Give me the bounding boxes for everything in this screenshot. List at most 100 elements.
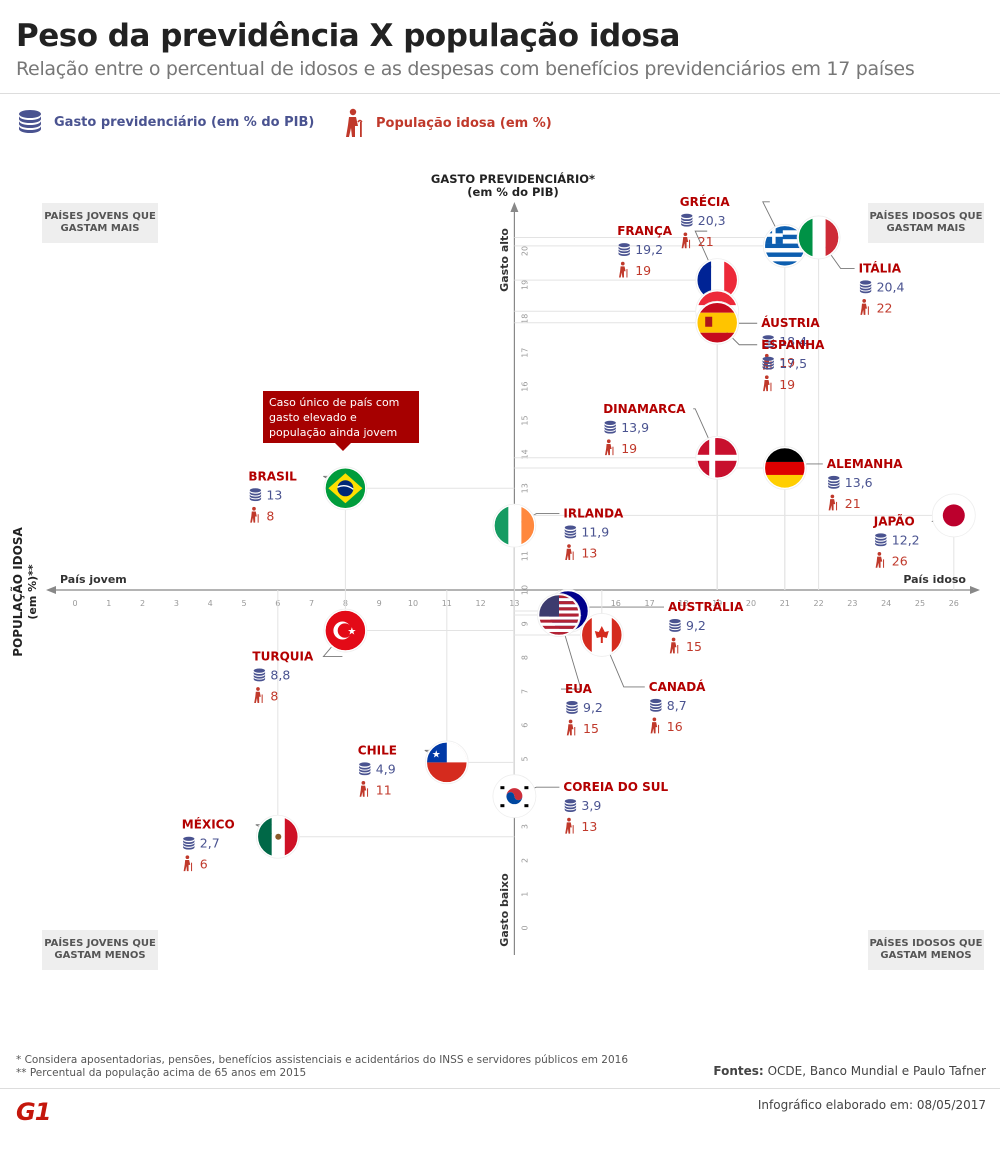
- coins-stack-icon: [249, 488, 262, 502]
- credit: Infográfico elaborado em: 08/05/2017: [757, 1098, 986, 1112]
- flag-part: [798, 217, 813, 258]
- x-tick-label: 22: [814, 599, 824, 608]
- flag-part: [506, 792, 523, 805]
- y-tick-label: 10: [520, 585, 529, 595]
- spend-value: 13,6: [845, 475, 873, 490]
- x-tick-label: 18: [678, 599, 688, 608]
- flag-part: [284, 816, 298, 857]
- country-name: AUSTRÁLIA: [668, 599, 744, 614]
- elderly-person-icon: [565, 544, 574, 560]
- elderly-person-icon: [565, 817, 574, 834]
- country-label-group: BRASIL 13 8: [248, 469, 297, 523]
- y-tick-label: 19: [520, 280, 529, 290]
- country-name: ESPANHA: [761, 338, 825, 352]
- country-label-group: CHILE 4,9 11: [358, 743, 397, 797]
- x-tick-label: 5: [241, 599, 246, 608]
- x-axis-arrow-right: [970, 586, 980, 594]
- brazil-flag: [323, 466, 368, 511]
- flag-part: [494, 505, 509, 546]
- country-label-group: IRLANDA 11,9 13: [563, 507, 624, 561]
- country-label-group: GRÉCIA 20,3 21: [680, 194, 731, 249]
- country-name: IRLANDA: [563, 507, 624, 521]
- x-tick-label: 16: [611, 599, 621, 608]
- spend-value: 20,3: [698, 213, 726, 228]
- flag-ring: [256, 815, 300, 858]
- flag-part: [500, 786, 505, 790]
- x-tick-label: 4: [208, 599, 213, 608]
- country-label-group: FRANÇA 19,2 19: [617, 224, 673, 278]
- elderly-person-icon: [346, 108, 363, 137]
- x-tick-label: 20: [746, 599, 756, 608]
- flag-part: [524, 804, 529, 808]
- flag-shadow: [537, 593, 581, 637]
- flag-part: [772, 225, 776, 244]
- flag-clip: [697, 302, 738, 343]
- footer-divider: [0, 1088, 1000, 1089]
- flag-part: [539, 595, 559, 617]
- flag-shadow: [424, 740, 469, 785]
- flag-shadow: [323, 466, 368, 511]
- usa-flag: [537, 593, 581, 637]
- japan-flag: [931, 493, 976, 538]
- spend-value: 11,9: [581, 525, 609, 540]
- flag-part: [581, 614, 592, 655]
- spend-value: 13: [266, 487, 282, 502]
- mexico-flag: [255, 814, 300, 859]
- flag-clip: [325, 468, 366, 509]
- coins-stack-icon: [183, 836, 195, 850]
- elderly-value: 15: [686, 639, 702, 654]
- flag-shadow: [255, 814, 300, 859]
- spend-value: 9,2: [583, 700, 603, 715]
- flag-ring: [537, 593, 581, 637]
- quadrant-bottom-left: PAÍSES JOVENS QUE GASTAM MENOS: [42, 930, 158, 970]
- country-name: COREIA DO SUL: [563, 780, 668, 794]
- y-tick-label: 1: [520, 892, 529, 897]
- flag-part: [257, 816, 272, 857]
- flag-clip: ★: [426, 742, 467, 783]
- x-tick-label: 2: [140, 599, 145, 608]
- footnote-1: * Considera aposentadorias, pensões, ben…: [16, 1054, 629, 1066]
- flag-part: [764, 256, 805, 262]
- flag-part: [812, 217, 826, 258]
- flag-part: [764, 248, 805, 253]
- y-tick-label: 20: [520, 246, 529, 256]
- flag-part: [724, 260, 738, 301]
- flag-part: [539, 616, 579, 620]
- elderly-value: 21: [845, 496, 861, 511]
- flag-part: [539, 622, 579, 626]
- country-name: CHILE: [358, 743, 397, 757]
- flag-shadow: [762, 446, 807, 490]
- flag-ring: [580, 613, 624, 657]
- page-subtitle: Relação entre o percentual de idosos e a…: [16, 58, 915, 80]
- flag-part: [508, 505, 522, 546]
- flag-part: [521, 505, 535, 546]
- flag-shadow: [695, 300, 740, 345]
- flag-part: [705, 316, 713, 327]
- flag-shadow: [579, 613, 624, 657]
- x-tick-label: 24: [881, 599, 891, 608]
- y-tick-label: 9: [520, 621, 529, 626]
- country-name: JAPÃO: [873, 513, 915, 528]
- elderly-person-icon: [763, 375, 772, 392]
- spend-value: 9,2: [686, 618, 706, 633]
- country-label-group: COREIA DO SUL 3,9 13: [563, 780, 668, 834]
- x-left-label: País jovem: [60, 573, 127, 586]
- coins-stack-icon: [681, 213, 693, 227]
- elderly-value: 8: [266, 508, 274, 523]
- elderly-value: 8: [270, 689, 278, 704]
- flag-part: [506, 788, 523, 801]
- x-tick-label: 12: [476, 599, 486, 608]
- country-name: ALEMANHA: [827, 457, 903, 471]
- country-label-group: ITÁLIA 20,4 22: [859, 260, 905, 315]
- flag-ring: [695, 436, 739, 480]
- germany-flag: [762, 446, 807, 490]
- elderly-person-icon: [875, 552, 885, 568]
- y-axis-arrow: [510, 202, 519, 212]
- flag-part: [697, 291, 738, 306]
- flag-part: [337, 485, 354, 490]
- coins-stack-icon: [875, 533, 887, 547]
- flag-ring: [493, 504, 536, 547]
- country-label-group: ALEMANHA 13,6 21: [827, 457, 903, 511]
- flag-part: [697, 260, 712, 301]
- x-tick-label: 1: [106, 599, 111, 608]
